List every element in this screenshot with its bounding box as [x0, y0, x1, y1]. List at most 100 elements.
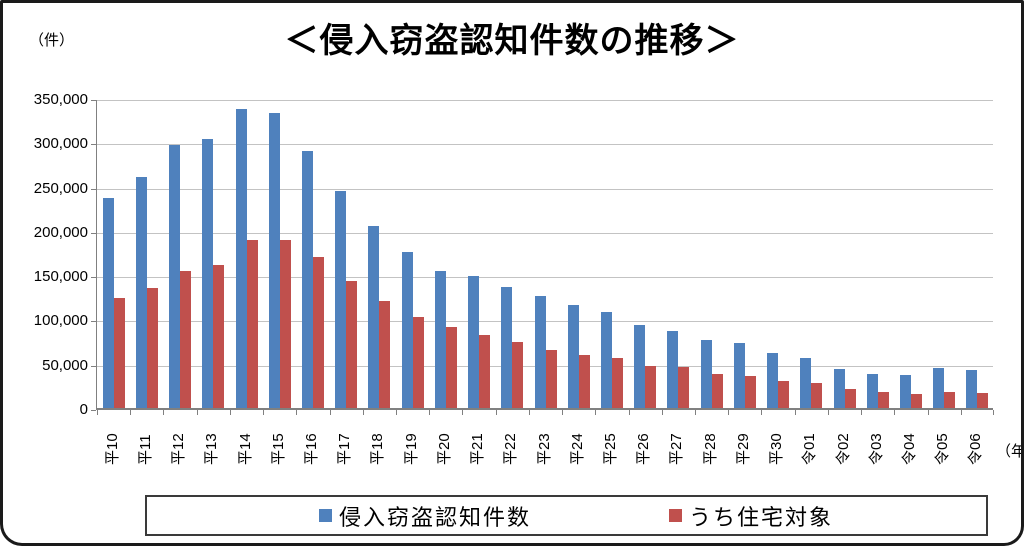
y-axis-tick	[91, 232, 96, 234]
bar-total	[700, 339, 712, 408]
x-tick-label: 平12	[170, 433, 188, 465]
x-axis-tick	[761, 410, 763, 415]
x-axis-tick	[827, 410, 829, 415]
x-tick-label: 平22	[502, 433, 520, 465]
legend-entry-total: 侵入窃盗認知件数	[319, 500, 531, 532]
bar-total	[866, 374, 878, 408]
bar-residential	[711, 374, 723, 408]
gridline	[97, 188, 993, 190]
x-axis-tick	[329, 410, 331, 415]
bar-total	[102, 198, 114, 408]
y-axis-tick	[91, 144, 96, 146]
legend-label-residential: うち住宅対象	[689, 504, 834, 530]
x-axis-tick	[97, 410, 98, 415]
x-axis-tick	[562, 410, 564, 415]
x-axis-tick	[296, 410, 298, 415]
x-tick-label: 平26	[635, 433, 653, 465]
bar-total	[301, 151, 313, 408]
bar-residential	[877, 392, 889, 408]
x-tick-label: 平28	[701, 433, 719, 465]
bar-total	[933, 368, 945, 408]
bar-residential	[910, 393, 922, 408]
x-axis-tick	[960, 410, 962, 415]
x-axis-tick	[229, 410, 231, 415]
legend-swatch-red	[669, 509, 682, 522]
x-tick-label: 令01	[801, 433, 819, 465]
bar-residential	[778, 380, 790, 408]
x-axis-tick	[894, 410, 896, 415]
x-tick-label: 平21	[469, 433, 487, 465]
x-tick-label: 平27	[668, 433, 686, 465]
bar-residential	[279, 239, 291, 408]
legend-swatch-blue	[319, 509, 332, 522]
bar-residential	[844, 389, 856, 408]
y-tick-label: 100,000	[33, 312, 88, 330]
bar-residential	[346, 281, 358, 408]
x-tick-label: 平23	[535, 433, 553, 465]
legend: 侵入窃盗認知件数 うち住宅対象	[145, 495, 988, 536]
bar-total	[767, 353, 779, 408]
bar-residential	[312, 256, 324, 408]
bar-residential	[645, 365, 657, 408]
x-axis-tick	[263, 410, 265, 415]
bar-residential	[412, 316, 424, 408]
x-tick-label: 平30	[768, 433, 786, 465]
bar-total	[667, 330, 679, 408]
legend-entry-residential: うち住宅対象	[669, 500, 833, 532]
bar-residential	[445, 327, 457, 408]
bar-total	[534, 296, 546, 408]
gridline	[97, 144, 993, 146]
x-axis-tick	[993, 410, 994, 415]
bar-residential	[146, 288, 158, 408]
x-axis-tick	[861, 410, 863, 415]
y-tick-label: 300,000	[33, 135, 88, 153]
x-tick-label: 令02	[834, 433, 852, 465]
x-axis-tick	[130, 410, 132, 415]
x-axis-tick	[396, 410, 397, 415]
bar-residential	[180, 270, 192, 408]
y-axis-tick	[91, 410, 96, 411]
x-axis-tick	[927, 410, 929, 415]
bar-total	[800, 357, 812, 408]
x-axis-tick	[362, 410, 364, 415]
x-tick-label: 令06	[967, 433, 985, 465]
gridline	[97, 277, 993, 279]
x-tick-label: 令03	[867, 433, 885, 465]
bar-total	[600, 312, 612, 408]
x-tick-label: 令04	[900, 433, 918, 465]
bar-total	[468, 276, 480, 408]
gridline	[97, 232, 993, 234]
bar-total	[335, 191, 347, 408]
bar-residential	[545, 349, 557, 408]
x-axis-tick	[429, 410, 431, 415]
bar-total	[202, 138, 214, 408]
bar-total	[966, 369, 978, 408]
x-tick-label: 平15	[269, 433, 287, 465]
y-axis-tick	[91, 277, 96, 279]
x-tick-label: 平11	[136, 434, 154, 465]
x-axis-tick	[163, 410, 165, 415]
bar-residential	[213, 264, 225, 408]
x-axis-tick	[595, 410, 597, 415]
x-tick-label: 平18	[369, 433, 387, 465]
bar-residential	[578, 354, 590, 408]
bar-total	[733, 343, 745, 408]
bar-total	[501, 286, 513, 408]
bar-residential	[944, 392, 956, 408]
x-tick-label: 平19	[402, 433, 420, 465]
bar-total	[268, 113, 280, 408]
x-axis-tick	[728, 410, 730, 415]
bar-total	[401, 252, 413, 408]
x-axis-tick	[462, 410, 464, 415]
bar-residential	[113, 298, 125, 408]
x-axis-tick	[695, 410, 696, 415]
bar-total	[368, 226, 380, 408]
bar-total	[634, 324, 646, 408]
bar-total	[169, 144, 181, 408]
x-tick-label: 令05	[934, 433, 952, 465]
bar-total	[434, 270, 446, 408]
y-tick-label: 0	[79, 401, 88, 418]
plot-area	[96, 100, 994, 415]
x-axis-tick	[794, 410, 796, 415]
bar-residential	[379, 300, 391, 408]
